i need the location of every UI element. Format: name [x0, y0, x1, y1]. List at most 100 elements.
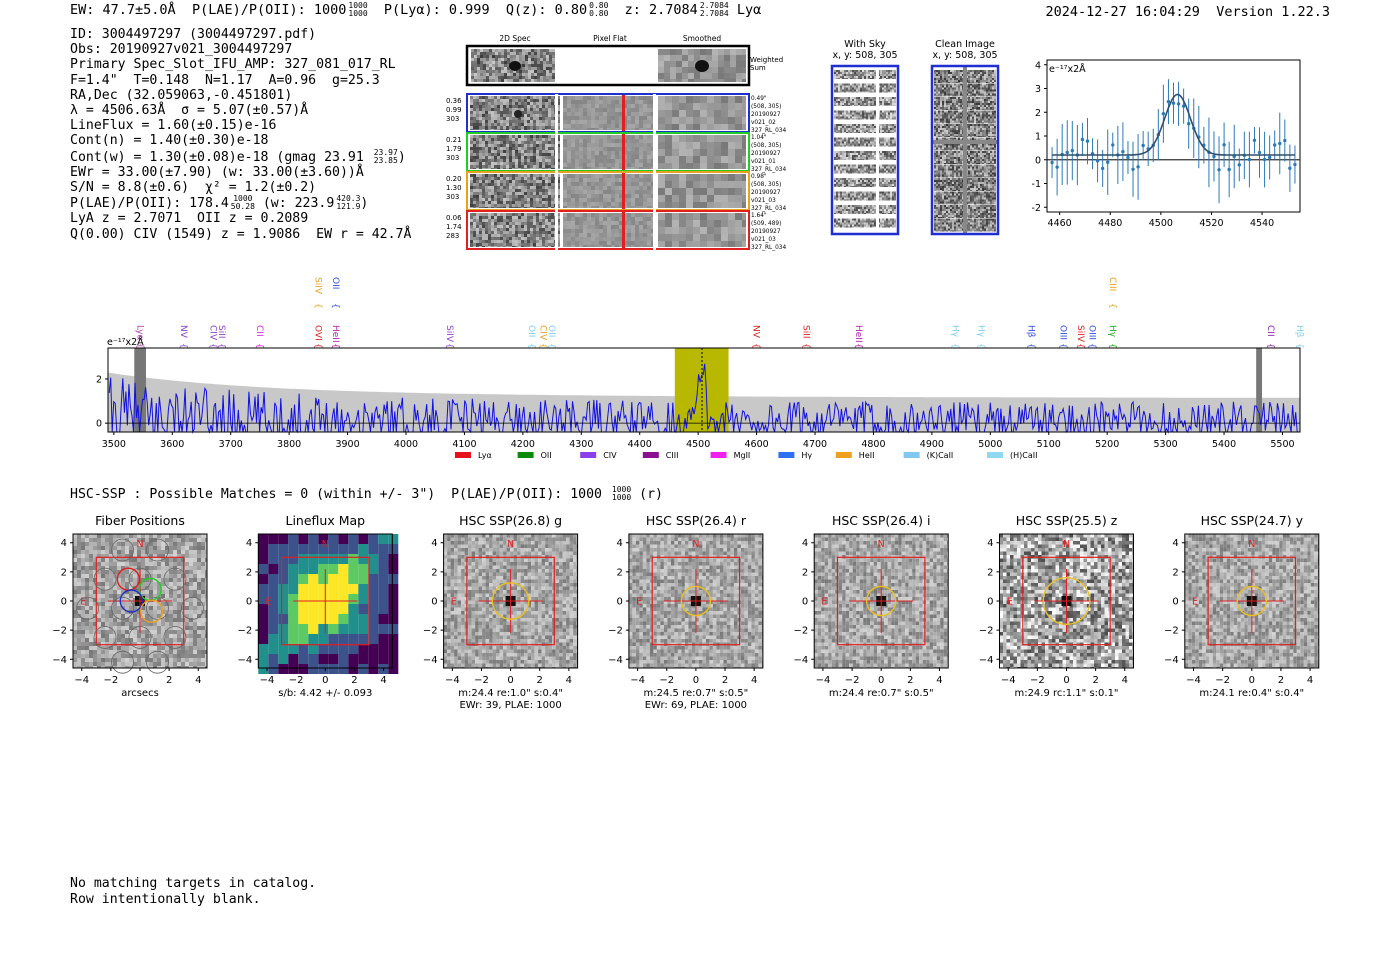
- header-summary: EW: 47.7±5.0Å P(LAE)/P(OII): 1000 1000 100…: [70, 1, 761, 19]
- flux-map-cell: [338, 534, 349, 544]
- cutout-divider: [555, 94, 558, 250]
- weighted-sum-2dspec: [471, 49, 555, 82]
- north-label: N: [507, 539, 514, 550]
- spectrum-line-label: CIII: [1107, 277, 1117, 291]
- north-label: N: [692, 539, 699, 550]
- hsc-aperture-box: [466, 556, 555, 646]
- flux-map-cell: [368, 554, 379, 564]
- flux-map-cell: [348, 554, 359, 564]
- hsc-ytick-label: 0: [431, 597, 437, 608]
- spectrum-xtick-label: 4800: [861, 439, 885, 450]
- spectrum-line-label: OII: [546, 325, 556, 337]
- sky-fiber-row: [834, 191, 896, 201]
- cutout-row-note: v021_02: [751, 120, 776, 126]
- flux-map-cell: [388, 574, 399, 584]
- fit-point: [1166, 99, 1171, 104]
- cutout-pixel-flat: [563, 174, 655, 208]
- flux-map-cell: [388, 534, 399, 544]
- sky-fiber-row: [834, 205, 896, 214]
- fit-point: [1186, 122, 1191, 126]
- fit-point: [1283, 138, 1287, 143]
- info-lya: LyA z = 2.7071 OII z = 0.2089: [70, 211, 309, 227]
- flux-map-cell: [298, 564, 309, 574]
- hsc-xtick-label: 4: [1307, 675, 1313, 686]
- north-label: N: [878, 539, 885, 550]
- fiber-outline: [111, 596, 134, 620]
- hsc-caption: EWr: 69, PLAE: 1000: [645, 700, 747, 711]
- weighted-sum-label: Sum: [750, 64, 766, 72]
- east-label: E: [265, 597, 271, 608]
- hsc-xtick-label: 2: [907, 675, 913, 686]
- flux-map-cell: [298, 614, 309, 624]
- hsc-aperture-box: [836, 556, 926, 646]
- hsc-ytick-label: 4: [1172, 538, 1178, 549]
- flux-map-cell: [298, 664, 309, 674]
- flux-map-cell: [268, 574, 279, 584]
- clean-xy: x, y: 508, 305: [932, 50, 997, 61]
- hsc-xtick-label: 0: [878, 675, 884, 686]
- hsc-xtick-label: −2: [1215, 675, 1230, 686]
- flux-map-cell: [328, 544, 339, 554]
- flux-map-cell: [288, 664, 299, 674]
- fit-point: [1267, 155, 1272, 160]
- fit-point: [1131, 167, 1135, 171]
- hsc-panel: HSC SSP(25.5) z N E −4 −4 −2 −2 0 0 2 2 4 4 m:24.9 rc…: [979, 513, 1134, 699]
- flux-map-cell: [338, 614, 349, 624]
- flux-map-cell: [338, 624, 349, 634]
- hsc-panel-title: HSC SSP(26.8) g: [459, 513, 562, 528]
- fiber-orange: [139, 599, 164, 623]
- hsc-ytick-label: −4: [423, 655, 438, 666]
- sky-fiber-row: [934, 97, 996, 110]
- spectrum-line-label: SiIV: [444, 325, 454, 343]
- hsc-ytick-label: −2: [979, 626, 994, 637]
- flux-map-cell: [258, 624, 269, 634]
- flux-map-cell: [268, 544, 279, 554]
- cutout-row-value: 1.74: [446, 223, 462, 231]
- spectrum-xtick-label: 4900: [920, 439, 944, 450]
- spectrum-line-marker: {: [526, 343, 536, 349]
- flux-map-cell: [278, 634, 289, 644]
- spectrum-xtick-label: 4000: [394, 439, 418, 450]
- flux-map-cell: [328, 604, 339, 614]
- fit-ytick-label: -1: [1032, 179, 1041, 190]
- spectrum-line-label: OII: [330, 277, 340, 289]
- flux-map-cell: [268, 624, 279, 634]
- cutout-flat-marker: [622, 212, 625, 248]
- hsc-ytick-label: −2: [238, 626, 253, 637]
- flux-map-cell: [348, 534, 359, 544]
- flux-map-cell: [358, 574, 369, 584]
- flux-map-cell: [298, 594, 309, 604]
- spectrum-xtick-label: 5200: [1095, 439, 1119, 450]
- fit-point: [1257, 150, 1262, 155]
- flux-map-cell: [298, 584, 309, 594]
- hsc-ytick-label: 4: [431, 538, 437, 549]
- flux-map-cell: [288, 604, 299, 614]
- flux-map-cell: [338, 594, 349, 604]
- flux-map-cell: [258, 664, 269, 674]
- cutout-smoothed: [658, 96, 746, 130]
- cutout-row-note: 20190927: [751, 151, 781, 157]
- clean-title: Clean Image: [935, 39, 995, 50]
- hsc-xtick-label: 2: [537, 675, 543, 686]
- hsc-xtick-label: −2: [103, 675, 118, 686]
- fiber-outline: [181, 596, 204, 620]
- hsc-xtick-label: 2: [722, 675, 728, 686]
- hsc-panel-title: HSC SSP(26.4) i: [832, 513, 930, 528]
- cutout-2dspec: [470, 96, 560, 130]
- fit-ytick-label: -2: [1032, 203, 1041, 214]
- flux-map-cell: [368, 664, 379, 674]
- hsc-ytick-label: 4: [987, 538, 993, 549]
- flux-map-cell: [388, 594, 399, 604]
- hsc-ytick-label: 0: [1172, 597, 1178, 608]
- spectrum-line-label: Hβ: [1294, 325, 1304, 338]
- flux-map-cell: [298, 544, 309, 554]
- spectrum-line-marker: {: [207, 343, 217, 349]
- cutout-row-note: 1.04": [751, 135, 767, 141]
- hsc-image: [1184, 534, 1319, 668]
- header-plae-range: 1000 1000: [348, 1, 368, 18]
- hsc-ytick-label: −2: [1164, 626, 1179, 637]
- flux-map-cell: [298, 644, 309, 654]
- sky-fiber-row: [834, 110, 896, 120]
